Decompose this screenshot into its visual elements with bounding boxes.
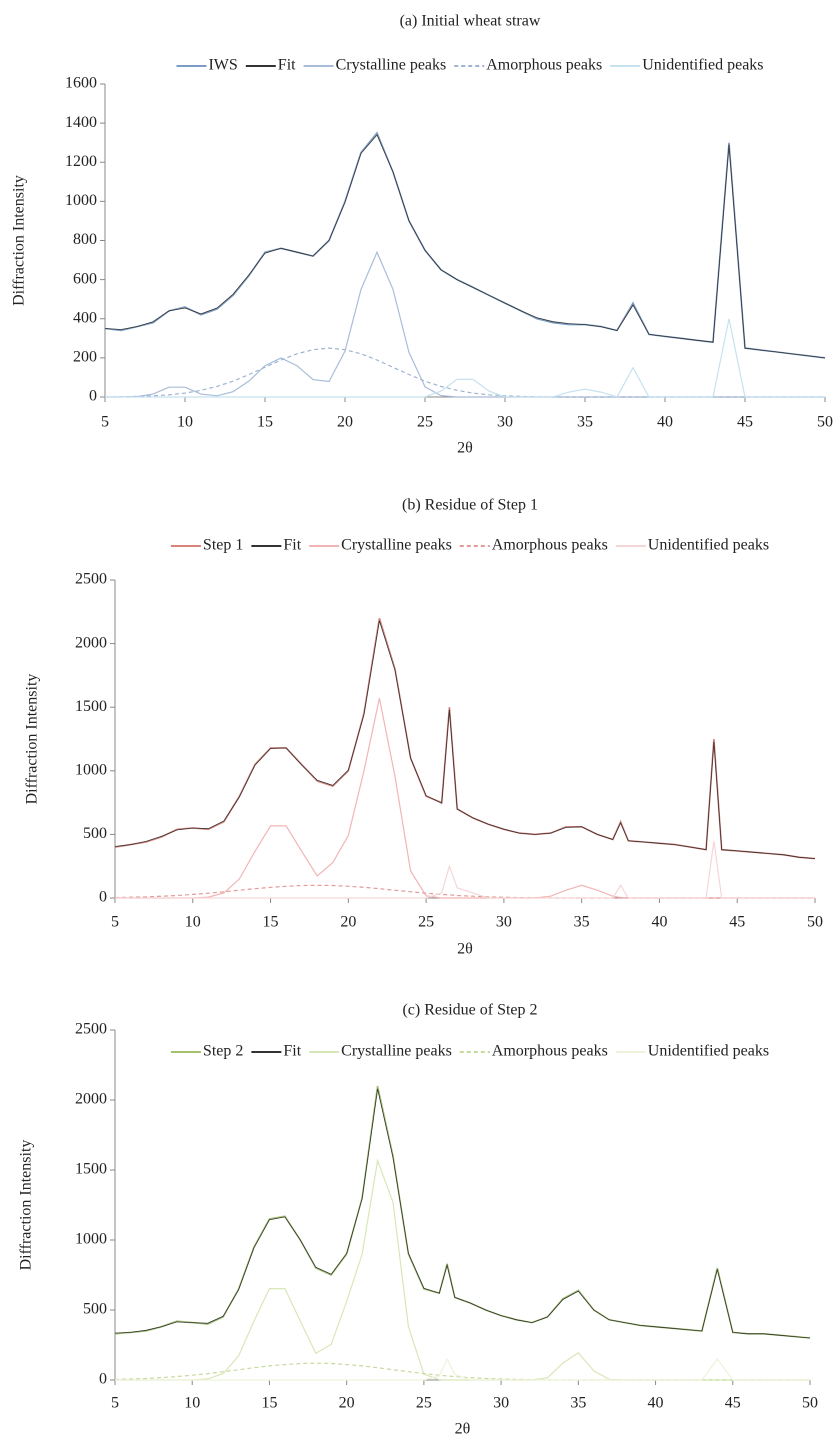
y-tick-label: 600	[73, 270, 97, 287]
x-tick-label: 20	[337, 414, 353, 431]
x-tick-label: 35	[574, 914, 590, 931]
y-axis-label: Diffraction Intensity	[18, 1140, 35, 1271]
legend: Step 2 Fit Crystalline peaks Amorphous peak…	[170, 1043, 769, 1060]
y-tick-label: 1200	[65, 153, 97, 170]
x-tick-label: 10	[177, 414, 193, 431]
x-tick-label: 45	[737, 414, 753, 431]
x-axis-label: 2θ	[457, 941, 473, 958]
y-tick-label: 2000	[75, 1091, 107, 1108]
legend-label: Crystalline peaks	[341, 537, 452, 554]
y-tick-label: 2500	[75, 571, 107, 588]
x-tick-label: 5	[111, 914, 119, 931]
x-tick-label: 25	[417, 414, 433, 431]
x-tick-label: 35	[570, 1395, 586, 1412]
series-line	[105, 318, 825, 398]
legend-label: Fit	[278, 57, 296, 74]
x-tick-label: 25	[416, 1395, 432, 1412]
y-tick-label: 1000	[75, 761, 107, 778]
legend-label: Amorphous peaks	[486, 57, 602, 74]
legend-label: Unidentified peaks	[642, 57, 763, 74]
series-line	[115, 840, 815, 899]
series-line	[104, 131, 826, 359]
y-axis-label: Diffraction Intensity	[24, 674, 41, 805]
series-line	[115, 1357, 810, 1381]
legend-label: Unidentified peaks	[648, 537, 769, 554]
series-line	[104, 134, 826, 359]
x-axis-label: 2θ	[457, 440, 473, 457]
legend-label: Unidentified peaks	[648, 1043, 769, 1060]
legend-label: Amorphous peaks	[492, 537, 608, 554]
x-tick-label: 40	[648, 1395, 664, 1412]
x-tick-label: 30	[497, 414, 513, 431]
x-axis-label: 2θ	[455, 1421, 471, 1438]
y-tick-label: 0	[99, 1371, 107, 1388]
y-tick-label: 500	[83, 825, 107, 842]
y-tick-label: 200	[73, 349, 97, 366]
y-tick-label: 1000	[65, 192, 97, 209]
x-tick-label: 50	[817, 414, 833, 431]
series-line	[104, 347, 825, 398]
legend-label: Step 2	[203, 1043, 243, 1060]
series-line	[115, 1158, 810, 1381]
legend-label: Crystalline peaks	[341, 1043, 452, 1060]
series-line	[114, 620, 816, 859]
x-tick-label: 15	[257, 414, 273, 431]
series-line	[114, 1088, 811, 1339]
chart-title: (a) Initial wheat straw	[400, 13, 541, 30]
y-tick-label: 1500	[75, 698, 107, 715]
y-tick-label: 2000	[75, 634, 107, 651]
x-tick-label: 30	[496, 914, 512, 931]
x-tick-label: 25	[418, 914, 434, 931]
legend-label: Amorphous peaks	[492, 1043, 608, 1060]
chart-title: (b) Residue of Step 1	[402, 497, 538, 514]
x-tick-label: 40	[657, 414, 673, 431]
y-tick-label: 1000	[75, 1231, 107, 1248]
y-axis-label: Diffraction Intensity	[11, 175, 28, 306]
x-tick-label: 20	[340, 914, 356, 931]
series-line	[114, 884, 815, 899]
legend: Step 1 Fit Crystalline peaks Amorphous peak…	[170, 537, 769, 554]
y-tick-label: 2500	[75, 1021, 107, 1038]
chart-title: (c) Residue of Step 2	[402, 1002, 537, 1019]
x-tick-label: 50	[807, 914, 823, 931]
x-tick-label: 15	[263, 914, 279, 931]
x-tick-label: 40	[651, 914, 667, 931]
y-tick-label: 400	[73, 309, 97, 326]
legend: IWS Fit Crystalline peaks Amorphous peaks Un…	[176, 57, 764, 74]
x-tick-label: 20	[339, 1395, 355, 1412]
x-tick-label: 30	[493, 1395, 509, 1412]
y-tick-label: 500	[83, 1301, 107, 1318]
x-tick-label: 35	[577, 414, 593, 431]
x-tick-label: 15	[261, 1395, 277, 1412]
y-tick-label: 1500	[75, 1161, 107, 1178]
y-tick-label: 1400	[65, 114, 97, 131]
x-tick-label: 10	[185, 914, 201, 931]
y-tick-label: 800	[73, 231, 97, 248]
legend-label: Fit	[283, 537, 301, 554]
x-tick-label: 50	[802, 1395, 818, 1412]
x-tick-label: 45	[729, 914, 745, 931]
legend-label: Crystalline peaks	[336, 57, 447, 74]
x-tick-label: 5	[101, 414, 109, 431]
legend-label: Step 1	[203, 537, 243, 554]
y-tick-label: 1600	[65, 75, 97, 92]
x-tick-label: 45	[725, 1395, 741, 1412]
y-tick-label: 0	[99, 889, 107, 906]
legend-label: Fit	[283, 1043, 301, 1060]
y-tick-label: 0	[89, 388, 97, 405]
x-tick-label: 10	[184, 1395, 200, 1412]
x-tick-label: 5	[111, 1395, 119, 1412]
legend-label: IWS	[208, 57, 237, 74]
